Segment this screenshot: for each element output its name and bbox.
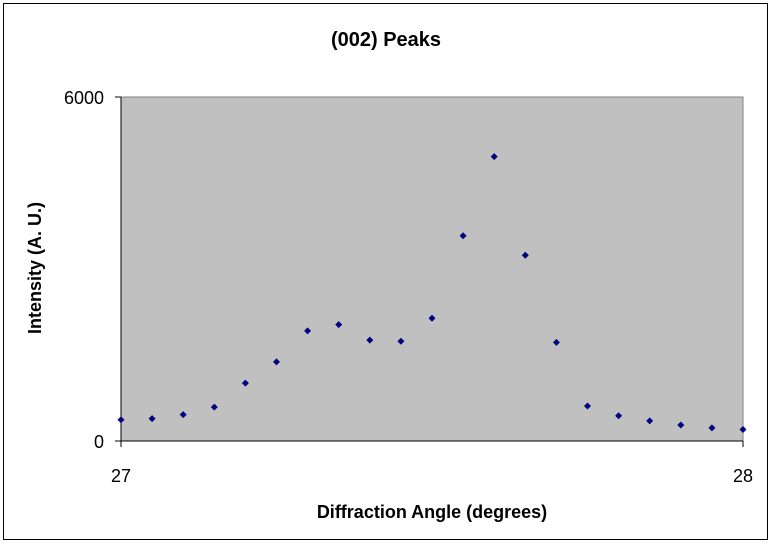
data-point xyxy=(335,321,343,329)
data-point xyxy=(179,411,187,419)
data-point xyxy=(615,412,623,420)
data-point xyxy=(428,314,436,322)
data-point xyxy=(241,379,249,387)
x-tick-label-max: 28 xyxy=(733,466,753,486)
data-point xyxy=(584,402,591,410)
data-point xyxy=(646,417,654,425)
data-point xyxy=(273,358,280,366)
data-point xyxy=(397,337,405,345)
plot-area xyxy=(120,96,744,442)
x-tick-label-min: 27 xyxy=(111,466,131,486)
y-tick-label-min: 0 xyxy=(94,432,104,452)
data-point xyxy=(366,336,374,344)
data-point xyxy=(739,426,747,434)
y-axis-title: Intensity (A. U.) xyxy=(25,202,45,334)
data-point xyxy=(521,251,529,259)
x-axis-title: Diffraction Angle (degrees) xyxy=(317,502,547,522)
data-point xyxy=(552,338,560,346)
data-point xyxy=(210,403,218,411)
chart-title: (002) Peaks xyxy=(331,29,441,51)
y-tick-label-max: 6000 xyxy=(64,88,104,108)
data-point xyxy=(677,421,685,429)
data-point xyxy=(148,415,156,423)
data-points xyxy=(117,153,747,434)
data-point xyxy=(708,424,716,432)
data-point xyxy=(304,327,312,335)
data-point xyxy=(490,153,498,161)
data-point xyxy=(117,416,125,424)
data-point xyxy=(459,232,467,240)
